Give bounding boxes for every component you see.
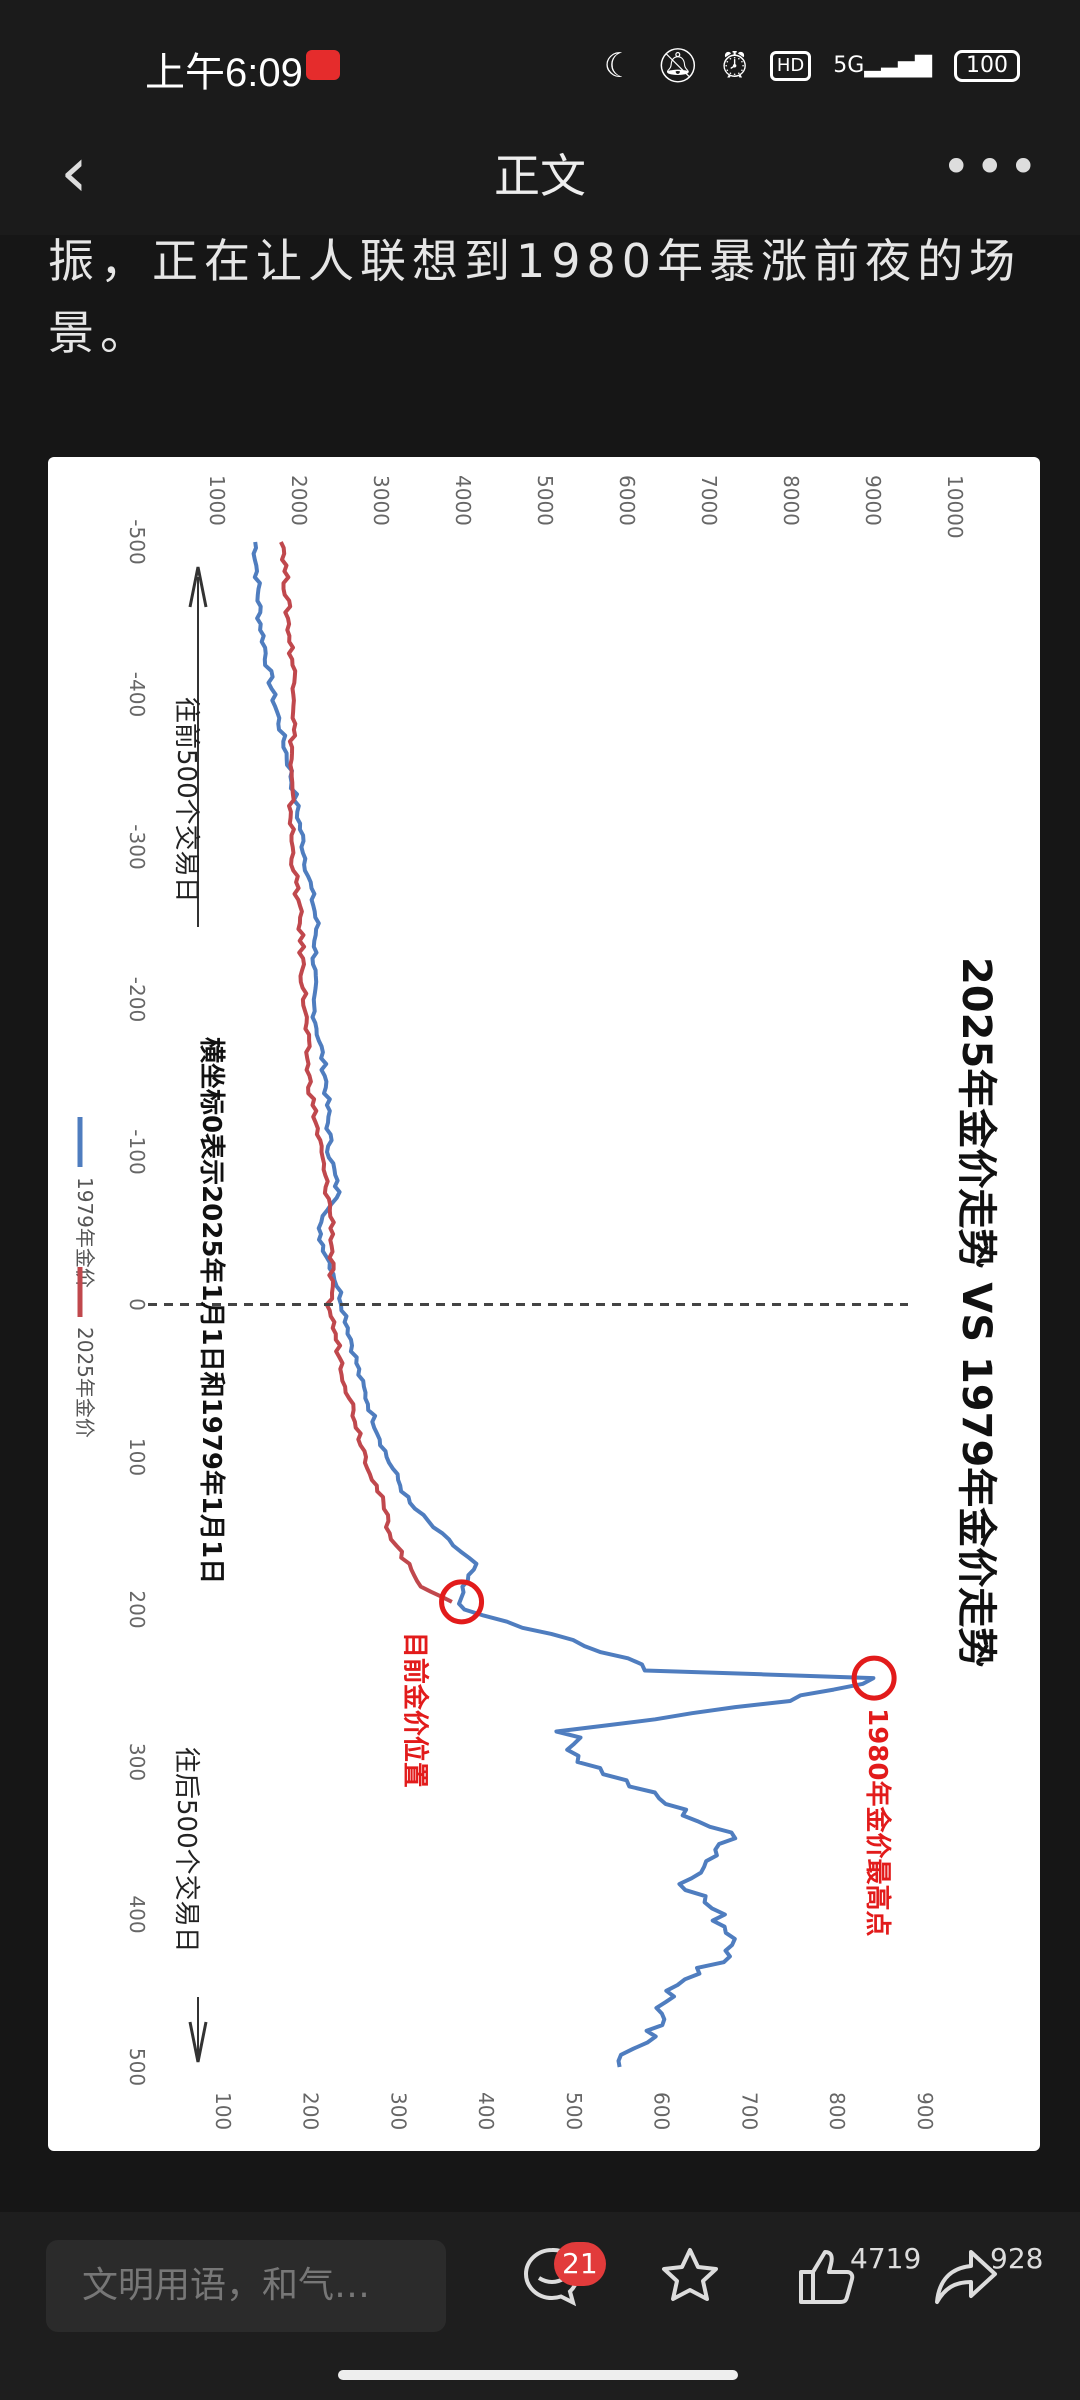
- status-icons: ☾ 🔕︎ ⏰︎ HD 5G▂▃▅▇ 100: [604, 46, 1020, 86]
- zero-explanation-label: 横坐标0表示2025年1月1日和1979年1月1日: [196, 1037, 227, 1584]
- left-axis-tick-label: 2000: [287, 475, 311, 526]
- more-button[interactable]: •••: [941, 138, 1042, 196]
- home-indicator: [338, 2370, 738, 2380]
- status-bar: 上午6:09 ☾ 🔕︎ ⏰︎ HD 5G▂▃▅▇ 100: [0, 0, 1080, 130]
- right-axis-tick-label: 600: [650, 2092, 674, 2130]
- x-tick-label: 200: [125, 1590, 149, 1628]
- alarm-icon: ⏰︎: [721, 46, 748, 86]
- legend-label-1979: 1979年金价: [73, 1177, 97, 1288]
- right-axis-tick-label: 900: [913, 2092, 937, 2130]
- signal-icon: 5G▂▃▅▇: [833, 53, 932, 78]
- screen-record-icon: [306, 50, 340, 80]
- right-axis-tick-label: 200: [299, 2092, 323, 2130]
- chart-figure: -500 -400 -300 -200 -100 0 100 200 300 400 500 100…: [48, 457, 1040, 2151]
- back-arrow-head: [188, 566, 208, 608]
- moon-icon: ☾: [603, 46, 635, 86]
- comment-input[interactable]: 文明用语，和气…: [46, 2240, 446, 2332]
- back-500-label: 往前500个交易日: [171, 697, 201, 903]
- battery-icon: 100: [954, 50, 1020, 82]
- right-axis-tick-label: 400: [474, 2092, 498, 2130]
- right-axis-tick-label: 300: [386, 2092, 410, 2130]
- chart-title: 2025年金价走势 VS 1979年金价走势: [953, 957, 999, 1667]
- forward-arrow-head: [188, 2021, 208, 2063]
- silent-icon: 🔕︎: [656, 46, 700, 86]
- x-tick-label: 0: [125, 1298, 149, 1311]
- right-axis-tick-label: 500: [562, 2092, 586, 2130]
- hd-icon: HD: [769, 51, 812, 81]
- gold-price-chart: -500 -400 -300 -200 -100 0 100 200 300 400 500 100…: [73, 475, 999, 2130]
- current-price-label: 目前金价位置: [400, 1632, 431, 1788]
- page-title: 正文: [494, 149, 586, 203]
- left-axis-tick-label: 3000: [369, 475, 393, 526]
- comment-count-badge: 21: [554, 2242, 606, 2286]
- left-axis-tick-label: 5000: [533, 475, 557, 526]
- current-price-marker: [439, 1579, 485, 1625]
- x-tick-label: 500: [125, 2048, 149, 2086]
- peak-price-marker: [851, 1655, 897, 1701]
- article-text: 振，正在让人联想到1980年暴涨前夜的场景。: [48, 234, 1022, 360]
- left-axis-tick-label: 9000: [861, 475, 885, 526]
- left-axis-tick-label: 1000: [205, 475, 229, 526]
- like-count: 4719: [850, 2242, 922, 2275]
- status-time: 上午6:09: [145, 51, 303, 95]
- x-tick-label: -100: [125, 1129, 149, 1174]
- series-line-2025: [279, 541, 453, 1604]
- right-axis-tick-label: 100: [211, 2092, 235, 2130]
- back-button[interactable]: ‹: [60, 131, 88, 213]
- left-axis-tick-label: 4000: [451, 475, 475, 526]
- x-tick-label: 100: [125, 1438, 149, 1476]
- left-axis-tick-label: 7000: [697, 475, 721, 526]
- x-tick-label: -400: [125, 672, 149, 717]
- share-icon[interactable]: [926, 2242, 1006, 2332]
- x-tick-label: -500: [125, 519, 149, 564]
- share-count: 928: [990, 2242, 1044, 2275]
- x-tick-label: 400: [125, 1895, 149, 1933]
- x-tick-label: 300: [125, 1743, 149, 1781]
- star-icon[interactable]: [650, 2242, 730, 2332]
- bottom-bar: 文明用语，和气… 21 4719 928: [0, 2212, 1080, 2400]
- left-axis-tick-label: 6000: [615, 475, 639, 526]
- nav-bar: ‹ 正文 •••: [0, 110, 1080, 235]
- legend-label-2025: 2025年金价: [73, 1327, 97, 1438]
- x-tick-label: -200: [125, 977, 149, 1022]
- like-icon[interactable]: [788, 2242, 868, 2332]
- left-axis-tick-label: 10000: [943, 475, 967, 539]
- right-axis-tick-label: 800: [825, 2092, 849, 2130]
- forward-500-label: 往后500个交易日: [171, 1747, 201, 1953]
- right-axis-tick-label: 700: [737, 2092, 761, 2130]
- left-axis-tick-label: 8000: [779, 475, 803, 526]
- peak-price-label: 1980年金价最高点: [862, 1708, 893, 1936]
- x-tick-label: -300: [125, 824, 149, 869]
